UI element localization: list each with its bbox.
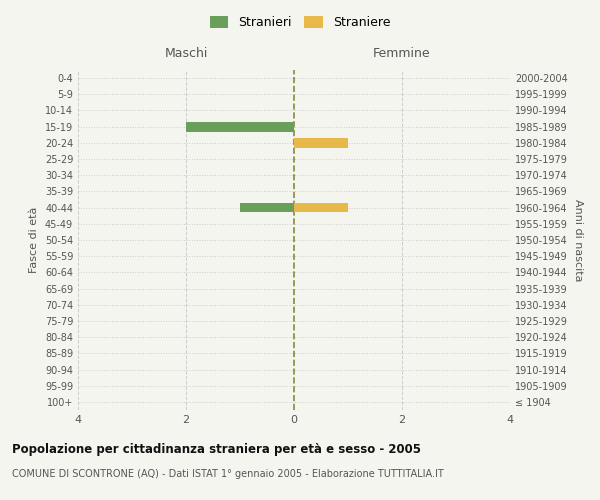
Bar [294, 138, 348, 147]
Text: COMUNE DI SCONTRONE (AQ) - Dati ISTAT 1° gennaio 2005 - Elaborazione TUTTITALIA.: COMUNE DI SCONTRONE (AQ) - Dati ISTAT 1°… [12, 469, 444, 479]
Text: Maschi: Maschi [164, 48, 208, 60]
Legend: Stranieri, Straniere: Stranieri, Straniere [205, 11, 395, 34]
Y-axis label: Anni di nascita: Anni di nascita [573, 198, 583, 281]
Text: Femmine: Femmine [373, 48, 431, 60]
Text: Popolazione per cittadinanza straniera per età e sesso - 2005: Popolazione per cittadinanza straniera p… [12, 442, 421, 456]
Bar [294, 203, 348, 212]
Bar [240, 203, 294, 212]
Bar [186, 122, 294, 132]
Y-axis label: Fasce di età: Fasce di età [29, 207, 39, 273]
